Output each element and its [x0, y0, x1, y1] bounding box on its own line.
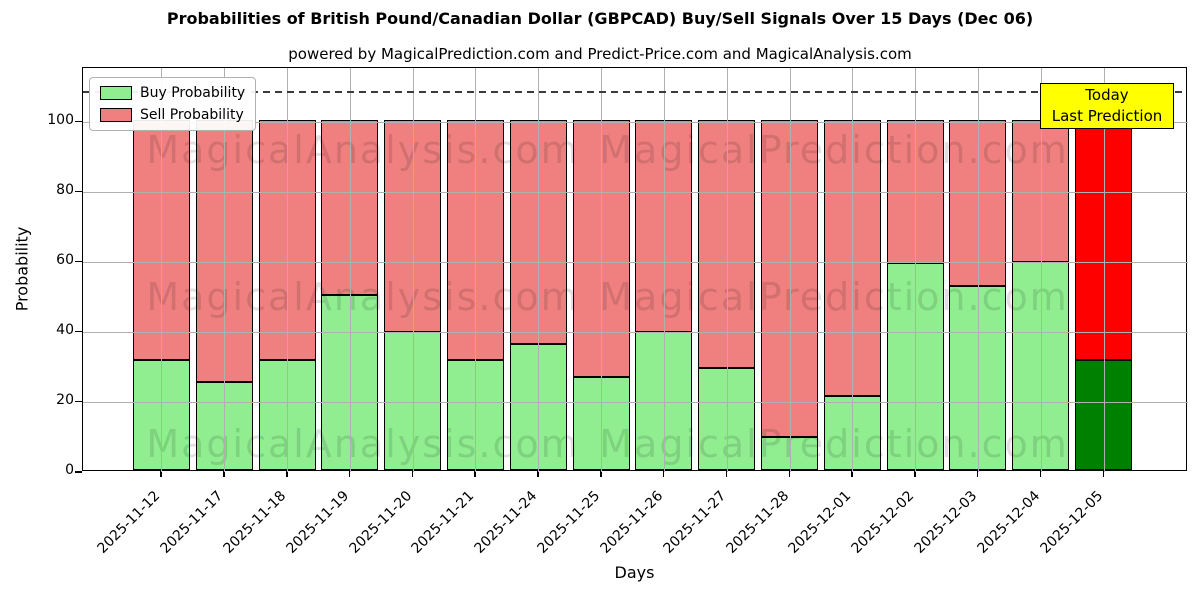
- chart-subtitle: powered by MagicalPrediction.com and Pre…: [288, 45, 912, 63]
- gridline-vertical: [601, 68, 603, 472]
- x-tick-label: 2025-11-25: [534, 488, 604, 557]
- x-tick-label: 2025-11-18: [220, 488, 290, 557]
- x-tick-mark: [725, 471, 728, 477]
- y-tick-mark: [75, 471, 82, 473]
- y-tick-mark: [75, 190, 82, 193]
- x-axis-title: Days: [614, 563, 655, 582]
- y-axis-title: Probability: [12, 226, 32, 312]
- gridline-vertical: [161, 68, 163, 472]
- sell-swatch-icon: [100, 108, 132, 122]
- watermark-text: MagicalPrediction.com: [599, 275, 1069, 319]
- y-tick-label: 0: [65, 462, 74, 478]
- gridline-horizontal: [83, 191, 1188, 193]
- x-tick-mark: [662, 471, 665, 477]
- x-tick-label: 2025-11-20: [346, 488, 415, 557]
- x-tick-label: 2025-12-01: [785, 488, 855, 557]
- gridline-vertical: [224, 68, 226, 472]
- watermark-text: MagicalAnalysis.com: [146, 275, 580, 319]
- today-annotation-line2: Last Prediction: [1051, 107, 1163, 125]
- x-tick-label: 2025-12-04: [974, 488, 1044, 557]
- gridline-vertical: [977, 68, 979, 472]
- y-tick-mark: [75, 260, 82, 263]
- legend-item-sell: Sell Probability: [100, 107, 245, 123]
- legend-label-buy: Buy Probability: [140, 85, 246, 101]
- today-annotation-line1: Today: [1085, 86, 1129, 104]
- gridline-vertical: [287, 68, 289, 472]
- x-tick-mark: [537, 471, 539, 477]
- legend-label-sell: Sell Probability: [140, 107, 244, 123]
- watermark-text: MagicalPrediction.com: [599, 422, 1069, 466]
- gridline-horizontal: [83, 331, 1188, 333]
- gridline-vertical: [726, 68, 728, 472]
- y-tick-label: 80: [56, 181, 74, 198]
- x-tick-label: 2025-12-02: [848, 488, 918, 557]
- y-tick-label: 60: [56, 251, 74, 268]
- gridline-vertical: [852, 68, 854, 472]
- plot-area: Buy Probability Sell Probability Today L…: [82, 67, 1188, 472]
- x-tick-mark: [474, 471, 476, 477]
- y-tick-mark: [75, 330, 82, 333]
- x-tick-mark: [851, 471, 853, 477]
- gridline-vertical: [789, 68, 791, 472]
- gridline-vertical: [349, 68, 351, 472]
- gridline-vertical: [915, 68, 917, 472]
- x-tick-label: 2025-11-21: [408, 488, 478, 557]
- watermark-text: MagicalAnalysis.com: [146, 128, 580, 172]
- y-tick-mark: [75, 120, 82, 123]
- chart-title: Probabilities of British Pound/Canadian …: [166, 9, 1034, 28]
- gridline-horizontal: [83, 121, 1188, 123]
- y-tick-label: 100: [47, 111, 74, 128]
- gridline-vertical: [412, 68, 414, 472]
- legend: Buy Probability Sell Probability: [89, 77, 257, 131]
- watermark-text: MagicalPrediction.com: [599, 128, 1069, 172]
- x-tick-mark: [348, 471, 351, 477]
- x-tick-mark: [160, 471, 162, 477]
- x-tick-mark: [411, 471, 414, 477]
- x-tick-label: 2025-12-03: [911, 488, 981, 557]
- x-tick-mark: [286, 471, 288, 477]
- x-tick-mark: [223, 471, 225, 477]
- legend-item-buy: Buy Probability: [100, 85, 245, 101]
- gridline-vertical: [538, 68, 540, 472]
- x-tick-label: 2025-11-26: [597, 488, 667, 557]
- watermark-text: MagicalAnalysis.com: [146, 422, 580, 466]
- gridline-horizontal: [83, 261, 1188, 263]
- threshold-dashed-line: [83, 90, 1186, 93]
- x-tick-mark: [976, 471, 979, 477]
- x-tick-label: 2025-11-19: [283, 488, 353, 557]
- x-tick-label: 2025-11-12: [94, 488, 164, 557]
- x-tick-label: 2025-12-05: [1037, 488, 1106, 557]
- buy-swatch-icon: [100, 86, 132, 100]
- today-annotation: Today Last Prediction: [1040, 83, 1174, 129]
- x-tick-mark: [914, 471, 916, 477]
- y-tick-mark: [75, 400, 82, 403]
- x-tick-label: 2025-11-17: [157, 488, 227, 557]
- x-tick-mark: [1102, 471, 1105, 477]
- y-tick-label: 20: [56, 391, 74, 408]
- x-tick-label: 2025-11-28: [722, 488, 792, 557]
- gridline-horizontal: [83, 401, 1188, 403]
- x-tick-mark: [600, 471, 602, 477]
- y-tick-label: 40: [56, 321, 74, 338]
- gridline-vertical: [663, 68, 665, 472]
- gridline-vertical: [475, 68, 477, 472]
- x-tick-label: 2025-11-24: [471, 488, 541, 557]
- gridline-vertical: [1040, 68, 1042, 472]
- x-tick-label: 2025-11-27: [660, 488, 730, 557]
- x-tick-mark: [1039, 471, 1042, 477]
- x-tick-mark: [788, 471, 791, 477]
- gridline-vertical: [1103, 68, 1105, 472]
